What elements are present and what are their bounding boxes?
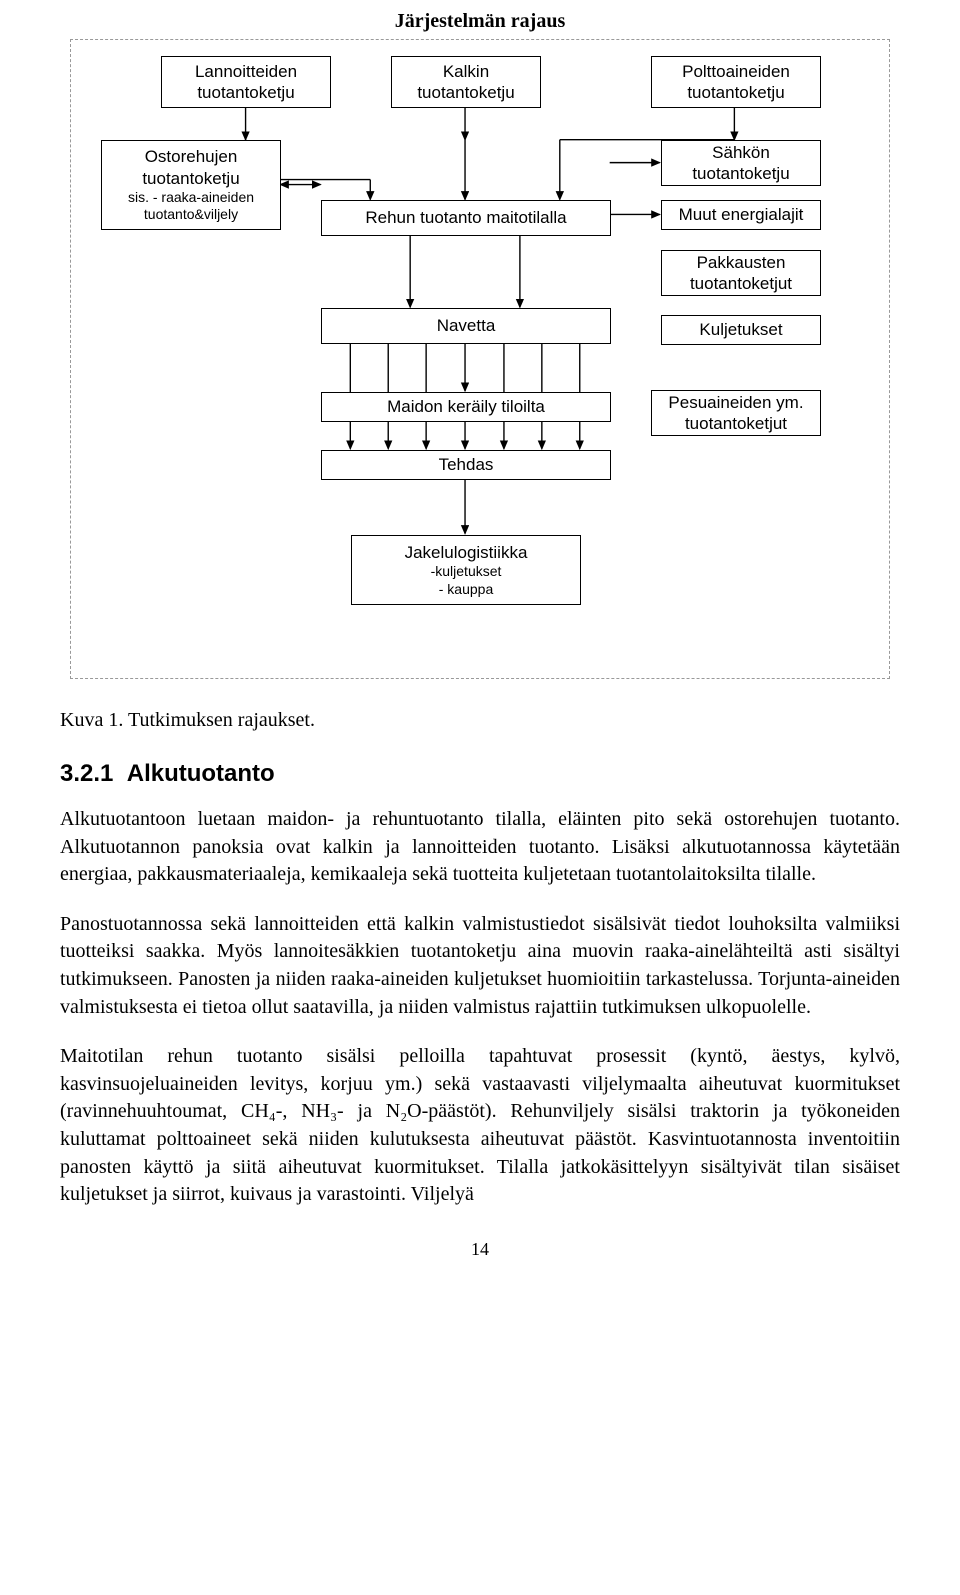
node-n9: Navetta (321, 308, 611, 344)
node-n6: Muut energialajit (661, 200, 821, 230)
system-boundary-diagram: Lannoitteidentuotantoketju Kalkintuotanto… (70, 39, 890, 679)
node-n12: Pesuaineiden ym.tuotantoketjut (651, 390, 821, 436)
body-text: Alkutuotantoon luetaan maidon- ja rehunt… (60, 806, 900, 1209)
paragraph-2: Panostuotannossa sekä lannoitteiden että… (60, 911, 900, 1021)
section-heading: 3.2.1 Alkutuotanto (60, 760, 900, 788)
page-number: 14 (60, 1239, 900, 1260)
paragraph-3: Maitotilan rehun tuotanto sisälsi pelloi… (60, 1043, 900, 1209)
node-n3: Polttoaineidentuotantoketju (651, 56, 821, 108)
figure-caption: Kuva 1. Tutkimuksen rajaukset. (60, 709, 900, 732)
node-n4: Ostorehujentuotantoketjusis. - raaka-ain… (101, 140, 281, 230)
node-n8: Pakkaustentuotantoketjut (661, 250, 821, 296)
node-n2: Kalkintuotantoketju (391, 56, 541, 108)
node-n1: Lannoitteidentuotantoketju (161, 56, 331, 108)
section-title: Alkutuotanto (127, 760, 275, 787)
paragraph-1: Alkutuotantoon luetaan maidon- ja rehunt… (60, 806, 900, 889)
node-n13: Tehdas (321, 450, 611, 480)
section-number: 3.2.1 (60, 760, 113, 787)
diagram-title: Järjestelmän rajaus (60, 10, 900, 33)
node-n10: Kuljetukset (661, 315, 821, 345)
node-n11: Maidon keräily tiloilta (321, 392, 611, 422)
node-n14: Jakelulogistiikka-kuljetukset- kauppa (351, 535, 581, 605)
node-n5: Sähköntuotantoketju (661, 140, 821, 186)
node-n7: Rehun tuotanto maitotilalla (321, 200, 611, 236)
